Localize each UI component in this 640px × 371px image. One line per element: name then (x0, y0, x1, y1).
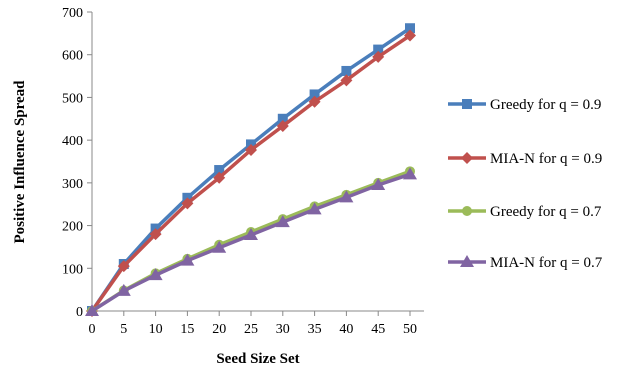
x-tick-label: 25 (244, 322, 258, 337)
legend-entry: Greedy for q = 0.9 (448, 97, 601, 113)
data-point (341, 65, 352, 76)
x-tick-label: 0 (89, 322, 96, 337)
y-tick-label: 600 (62, 49, 83, 64)
y-axis-title: Positive Influence Spread (12, 80, 28, 244)
legend-label: MIA-N for q = 0.7 (490, 255, 603, 271)
legend-marker (462, 99, 472, 109)
data-point (339, 190, 354, 203)
data-point (116, 283, 131, 296)
series-line (91, 172, 411, 313)
y-tick-label: 400 (62, 134, 83, 149)
data-point (244, 227, 258, 240)
legend-label: MIA-N for q = 0.9 (490, 151, 602, 167)
x-tick-label: 30 (276, 322, 290, 337)
data-point (372, 50, 385, 63)
data-point (148, 268, 163, 281)
legend-label: Greedy for q = 0.7 (490, 204, 602, 220)
legend-marker (461, 152, 473, 164)
data-point (309, 89, 320, 100)
data-point (214, 165, 225, 176)
data-point (213, 171, 226, 184)
axes: 0 100 200 300 400 500 600 700 0 5 10 15 20 25 30 35 40 4… (62, 6, 424, 337)
data-point (403, 167, 417, 180)
data-point (340, 74, 353, 87)
data-point (181, 197, 194, 210)
data-point (371, 177, 386, 190)
data-point (307, 202, 322, 215)
x-tick-label: 40 (339, 322, 353, 337)
x-tick-label: 10 (149, 322, 163, 337)
series-layer (85, 23, 417, 317)
legend-marker (462, 206, 472, 216)
data-point (308, 95, 321, 108)
data-point (373, 44, 384, 55)
y-tick-label: 0 (76, 305, 83, 320)
data-point (404, 29, 416, 42)
data-point (180, 253, 195, 266)
legend-marker (460, 255, 474, 267)
series-2 (86, 29, 416, 317)
x-axis-title: Seed Size Set (216, 351, 299, 367)
x-ticks: 0 5 10 15 20 25 30 35 40 45 50 (89, 311, 417, 337)
data-point (149, 228, 162, 241)
data-point (277, 113, 288, 124)
y-ticks: 0 100 200 300 400 500 600 700 (62, 6, 92, 320)
data-point (405, 23, 415, 34)
x-tick-label: 20 (212, 322, 226, 337)
data-point (117, 260, 130, 273)
x-tick-label: 35 (308, 322, 322, 337)
y-tick-label: 500 (62, 91, 83, 106)
legend-entry: MIA-N for q = 0.7 (448, 255, 603, 271)
data-point (212, 240, 227, 253)
y-tick-label: 100 (62, 262, 83, 277)
data-point (85, 304, 99, 316)
x-tick-label: 50 (403, 322, 417, 337)
x-tick-label: 45 (371, 322, 385, 337)
y-tick-label: 200 (62, 220, 83, 235)
y-tick-label: 300 (62, 177, 83, 192)
series-line (90, 34, 411, 313)
legend-label: Greedy for q = 0.9 (490, 97, 601, 113)
x-tick-label: 15 (180, 322, 194, 337)
legend-entry: Greedy for q = 0.7 (448, 204, 602, 220)
data-point (276, 120, 289, 133)
y-tick-label: 700 (62, 6, 83, 21)
x-tick-label: 5 (120, 322, 127, 337)
legend: Greedy for q = 0.9 MIA-N for q = 0.9 Greed… (448, 97, 603, 271)
legend-entry: MIA-N for q = 0.9 (448, 151, 602, 167)
data-point (245, 143, 257, 156)
data-point (275, 215, 290, 228)
series-4 (85, 167, 417, 316)
